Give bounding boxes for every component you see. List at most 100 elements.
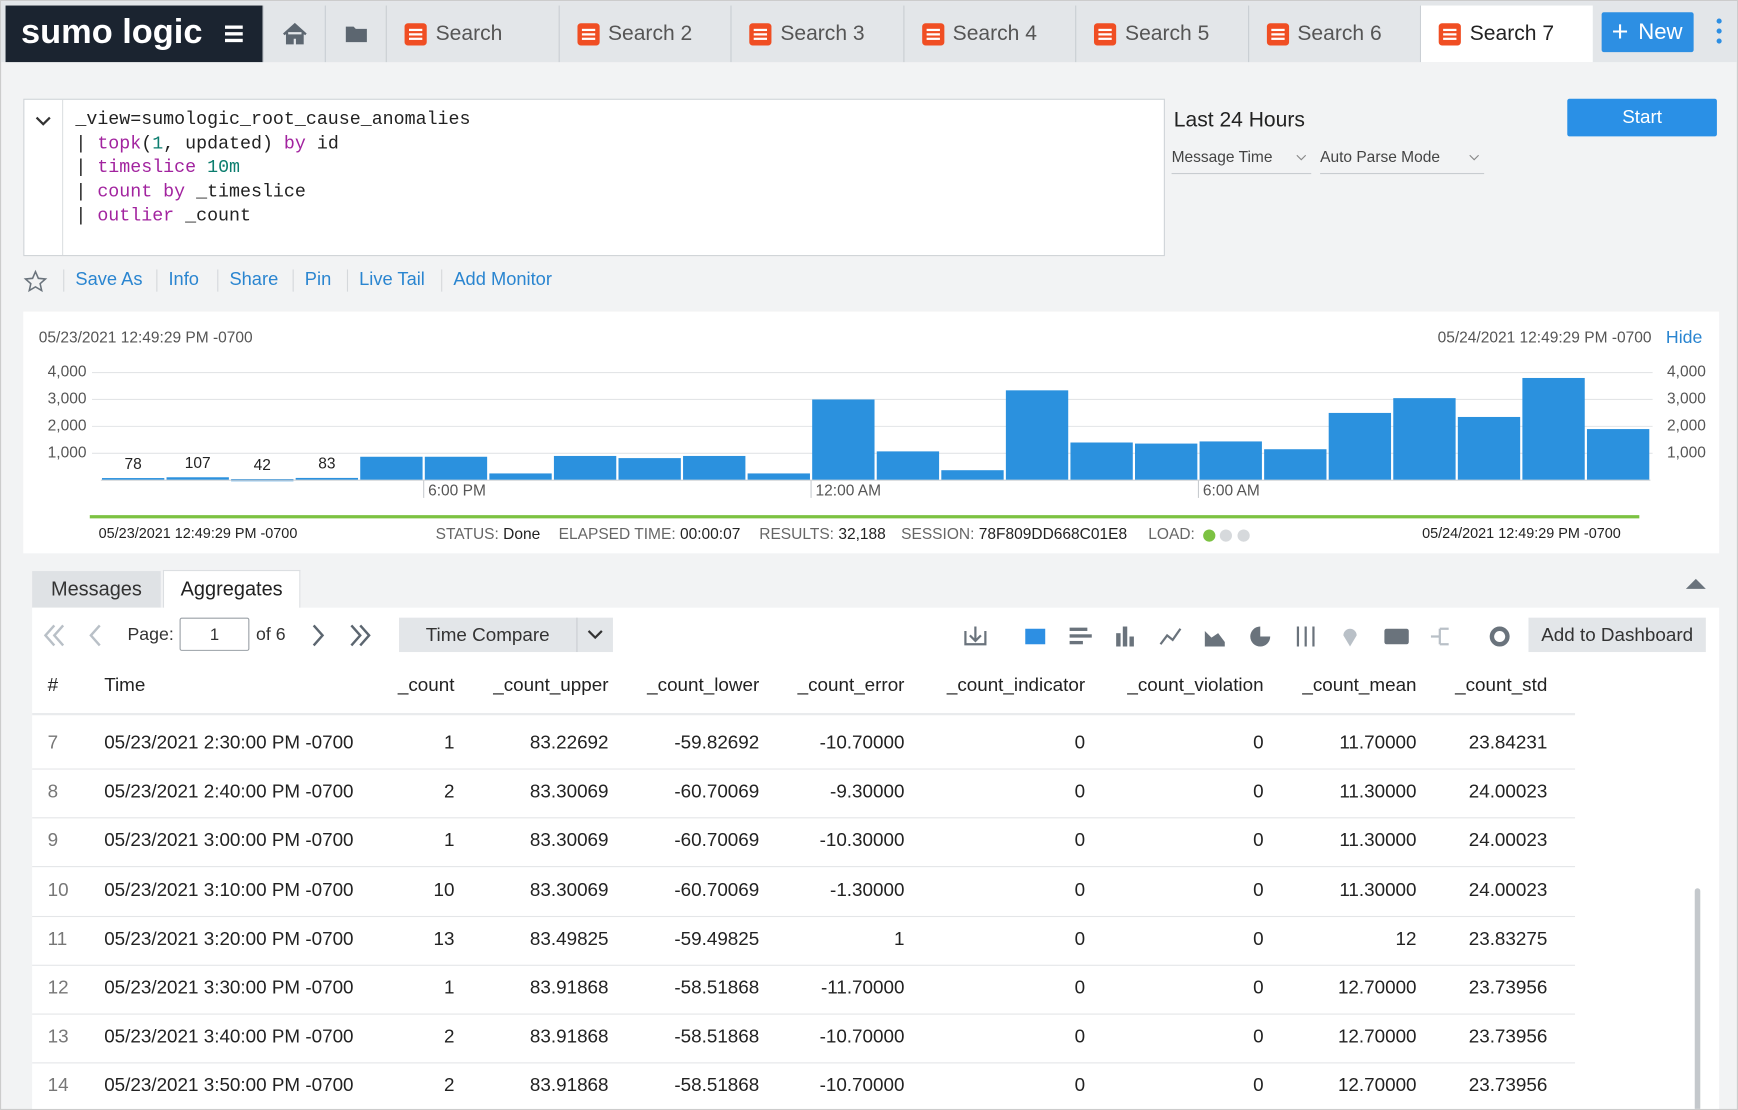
folder-icon	[345, 26, 367, 43]
hide-link[interactable]: Hide	[1666, 327, 1703, 347]
column-header: _count_std	[1455, 674, 1548, 696]
table-cell: -60.70069	[674, 780, 760, 802]
y2-tick-label: 1,000	[1667, 444, 1706, 461]
column-header: Time	[104, 674, 146, 696]
search-tab[interactable]: Search	[385, 5, 559, 63]
table-cell: 83.91868	[529, 976, 609, 999]
time-field-select[interactable]: Message Time	[1171, 145, 1312, 175]
table-cell: -10.70000	[819, 1025, 905, 1048]
action-link[interactable]: Add Monitor	[453, 269, 552, 290]
histogram-end: 05/24/2021 12:49:29 PM -0700	[1438, 329, 1652, 346]
action-link[interactable]: Info	[168, 269, 199, 290]
x-tick-label: 12:00 AM	[816, 482, 882, 499]
search-tab[interactable]: Search 4	[902, 5, 1076, 63]
query-line: | outlier _count	[75, 204, 470, 228]
bar	[683, 455, 746, 481]
parse-mode-select[interactable]: Auto Parse Mode	[1320, 145, 1485, 175]
parse-mode: Auto Parse Mode	[1320, 147, 1441, 166]
page-label: Page:	[127, 625, 174, 645]
row-divider	[32, 768, 1576, 770]
time-compare-button[interactable]: Time Compare	[399, 617, 577, 653]
action-link[interactable]: Pin	[304, 269, 332, 290]
status-item: SESSION: 78F809DD668C01E8	[901, 525, 1127, 543]
search-tab[interactable]: Search 2	[558, 5, 731, 63]
table-cell: -58.51868	[674, 1074, 760, 1097]
add-to-dashboard-button[interactable]: Add to Dashboard	[1528, 617, 1706, 653]
kebab-icon[interactable]	[1714, 17, 1725, 46]
table-cell: 0	[1074, 1025, 1086, 1048]
bar	[812, 399, 875, 481]
folder-tab[interactable]	[324, 5, 386, 63]
row-divider	[32, 817, 1576, 819]
status-label: SESSION:	[901, 524, 975, 543]
time-range[interactable]: Last 24 Hours	[1173, 108, 1305, 132]
row-index: 13	[47, 1025, 69, 1048]
bar	[1005, 390, 1069, 481]
row-index: 7	[47, 731, 59, 753]
table-cell: -59.49825	[674, 927, 760, 949]
search-tab[interactable]: Search 6	[1247, 5, 1420, 63]
table-cell: 13	[433, 927, 455, 949]
table-cell: 0	[1074, 829, 1086, 851]
bar	[876, 451, 940, 481]
header-divider	[32, 713, 1576, 716]
time-compare-dropdown[interactable]	[576, 617, 613, 653]
table-cell: 24.00023	[1468, 878, 1548, 900]
load-indicator	[1203, 529, 1250, 542]
status-label: STATUS:	[435, 524, 499, 543]
table-cell: 1	[893, 927, 905, 949]
y2-tick-label: 4,000	[1667, 364, 1706, 381]
bar	[1457, 416, 1521, 481]
bar	[1328, 412, 1392, 481]
table-cell: 11.30000	[1339, 829, 1417, 851]
page-input[interactable]: 1	[179, 617, 250, 651]
column-header: _count_mean	[1302, 674, 1417, 696]
new-button[interactable]: + New	[1601, 12, 1694, 53]
messages-tab[interactable]: Messages	[32, 571, 161, 608]
tab-icon	[1093, 23, 1117, 46]
bar	[1522, 377, 1585, 481]
table-cell: 83.49825	[529, 927, 609, 949]
logo[interactable]: sumo logic	[5, 5, 263, 63]
row-index: 10	[47, 878, 69, 900]
row-divider	[32, 1013, 1576, 1015]
action-link[interactable]: Live Tail	[359, 269, 425, 290]
histogram-panel: 05/23/2021 12:49:29 PM -0700 05/24/2021 …	[23, 311, 1720, 554]
status-item: ELAPSED TIME: 00:00:07	[559, 525, 741, 543]
table-cell: 24.00023	[1468, 829, 1548, 851]
row-divider	[32, 915, 1576, 917]
collapse-results[interactable]	[1684, 576, 1708, 592]
range-end: 05/24/2021 12:49:29 PM -0700	[1422, 524, 1621, 542]
scrollbar[interactable]	[1694, 888, 1701, 1109]
start-button[interactable]: Start	[1567, 98, 1717, 137]
home-tab[interactable]	[262, 5, 325, 63]
table-cell: 11.30000	[1339, 878, 1417, 900]
column-header: _count_lower	[647, 674, 760, 696]
tab-icon	[576, 23, 600, 46]
collapse-icon[interactable]	[24, 100, 62, 144]
time-field: Message Time	[1171, 147, 1273, 166]
query-text: _view=sumologic_root_cause_anomalies | to…	[75, 108, 470, 228]
search-tab[interactable]: Search 3	[730, 5, 903, 63]
y2-tick-label: 3,000	[1667, 391, 1706, 408]
tab-label: Search	[435, 22, 503, 46]
action-link[interactable]: Share	[229, 269, 279, 290]
search-tab[interactable]: Search 7	[1419, 5, 1593, 63]
query-editor[interactable]: _view=sumologic_root_cause_anomalies | to…	[23, 98, 1165, 257]
favorite-star[interactable]	[23, 269, 48, 293]
column-header: _count_indicator	[946, 674, 1086, 696]
status-value: 78F809DD668C01E8	[978, 524, 1128, 543]
x-tick-label: 6:00 AM	[1203, 482, 1260, 499]
table-cell: 83.22692	[529, 731, 609, 753]
status-label: ELAPSED TIME:	[558, 524, 676, 543]
search-tab[interactable]: Search 5	[1075, 5, 1248, 63]
chevron	[1469, 154, 1479, 161]
query-token: by	[283, 132, 306, 154]
y-tick-label: 1,000	[48, 444, 87, 461]
aggregates-tab[interactable]: Aggregates	[162, 569, 301, 609]
home-icon	[283, 22, 307, 45]
query-token: _timeslice	[185, 180, 306, 202]
histogram-start: 05/23/2021 12:49:29 PM -0700	[39, 329, 253, 346]
table-cell: 05/23/2021 2:30:00 PM -0700	[104, 731, 354, 753]
action-link[interactable]: Save As	[75, 269, 143, 290]
